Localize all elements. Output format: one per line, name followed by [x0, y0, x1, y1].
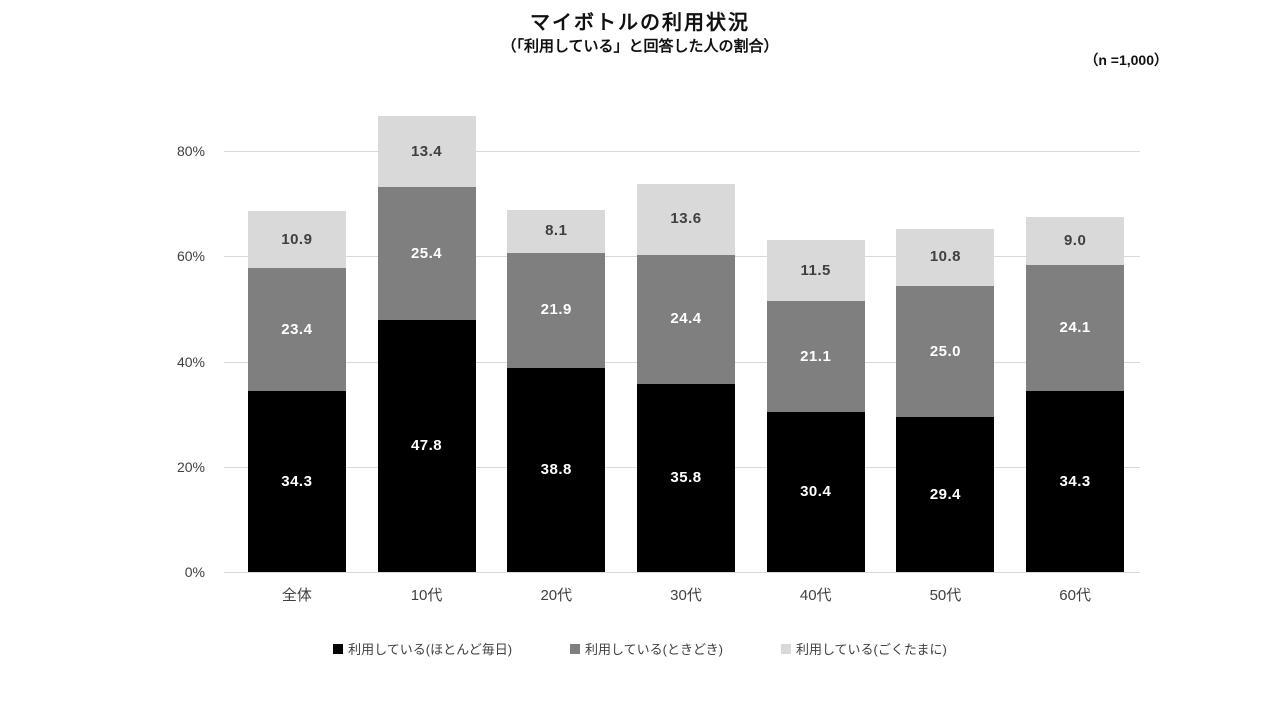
bar-value-label: 21.9 [540, 301, 572, 319]
bar-segment [247, 210, 346, 269]
bar-segment [896, 417, 995, 572]
bar-segment [507, 209, 606, 253]
bar-value-label: 24.4 [670, 310, 702, 328]
bar-value-label: 24.1 [1059, 319, 1091, 337]
bar-segment [377, 116, 476, 187]
bar-segment [247, 268, 346, 392]
x-axis-label: 50代 [929, 587, 962, 604]
y-axis-tick-label: 0% [184, 564, 205, 580]
bar-value-label: 29.4 [929, 485, 962, 503]
y-axis-tick-label: 60% [176, 248, 205, 265]
x-axis-label: 全体 [281, 587, 312, 604]
y-axis-tick-label: 80% [176, 143, 205, 159]
bar-value-label: 10.9 [281, 230, 313, 248]
x-axis-label: 20代 [540, 587, 573, 604]
bar-segment [896, 228, 995, 286]
x-axis-label: 60代 [1059, 587, 1091, 604]
chart-header: マイボトルの利用状況 （「利用している」と回答した人の割合） [0, 10, 1280, 58]
bar-segment [896, 285, 995, 418]
x-axis-label: 10代 [410, 587, 443, 604]
legend-label: 利用している(ほとんど毎日) [348, 642, 513, 657]
legend-swatch-icon [333, 643, 344, 654]
bar-segment [1026, 217, 1125, 265]
legend-item: 利用している(ほとんど毎日) [333, 639, 512, 658]
bar-segment [1026, 391, 1125, 572]
bar-value-label: 35.8 [670, 468, 702, 486]
bar-value-label: 21.1 [800, 347, 832, 365]
x-axis-label: 40代 [799, 587, 832, 604]
bar-value-label: 10.8 [929, 248, 962, 266]
bar-segment [507, 367, 606, 572]
chart-legend: 利用している(ほとんど毎日) 利用している(ときどき) 利用している(ごくたまに) [0, 639, 1280, 658]
bar-value-label: 9.0 [1063, 231, 1087, 249]
chart-title: マイボトルの利用状況 [530, 12, 750, 34]
bar-segment [766, 412, 865, 572]
bar-segment [766, 240, 865, 301]
bar-segment [637, 255, 735, 384]
legend-item: 利用している(ときどき) [570, 639, 723, 658]
legend-label: 利用している(ときどき) [585, 642, 723, 657]
gridline-80 [224, 151, 1140, 152]
legend-label: 利用している(ごくたまに) [795, 642, 947, 657]
bar-value-label: 25.0 [929, 342, 962, 360]
bar-value-label: 47.8 [410, 437, 443, 455]
bar-value-label: 38.8 [540, 460, 572, 478]
legend-swatch-icon [570, 643, 581, 654]
chart-subtitle: （「利用している」と回答した人の割合） [501, 38, 779, 55]
x-axis-label: 30代 [670, 587, 702, 604]
legend-swatch-icon [780, 643, 791, 654]
bar-value-label: 34.3 [281, 472, 313, 490]
bar-value-label: 13.6 [670, 210, 702, 228]
bar-value-label: 23.4 [281, 320, 313, 338]
bar-segment [637, 183, 735, 256]
bar-value-label: 30.4 [800, 483, 832, 500]
bar-segment [507, 252, 606, 368]
sample-size-label: （n =1,000） [1084, 52, 1168, 68]
bar-value-label: 11.5 [800, 261, 831, 279]
bar-segment [377, 186, 476, 321]
y-axis-tick-label: 20% [176, 458, 205, 475]
bar-segment [766, 300, 865, 412]
bar-value-label: 34.3 [1059, 472, 1091, 490]
bar-value-label: 8.1 [545, 222, 568, 240]
bar-segment [637, 383, 735, 572]
bar-value-label: 25.4 [410, 244, 443, 262]
bar-segment [247, 391, 346, 572]
bar-segment [377, 320, 476, 572]
y-axis-tick-label: 40% [176, 353, 205, 370]
legend-item: 利用している(ごくたまに) [780, 639, 947, 658]
bar-value-label: 13.4 [410, 142, 443, 160]
gridline-0 [224, 572, 1140, 573]
bar-segment [1026, 264, 1125, 392]
